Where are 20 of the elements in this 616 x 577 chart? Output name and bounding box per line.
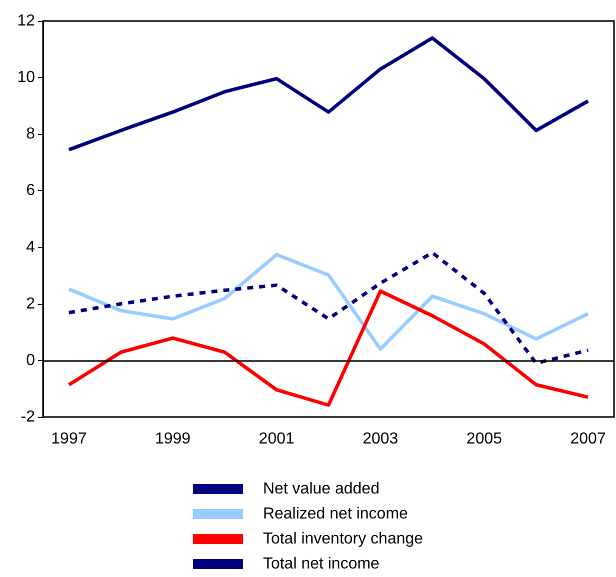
y-tick-label: 8 (26, 126, 36, 143)
legend-label: Total net income (262, 556, 380, 572)
x-tick-label: 2007 (570, 430, 606, 448)
x-tick-label: 1997 (51, 430, 87, 448)
x-tick-label: 2001 (258, 430, 294, 448)
x-tick-label: 2005 (466, 430, 502, 448)
line-series (67, 36, 590, 152)
legend-label: Total inventory change (262, 530, 424, 548)
x-tick-label: 1999 (154, 430, 191, 448)
y-tick-label: 0 (26, 352, 36, 369)
y-tick-label: 4 (26, 238, 36, 256)
y-tick-label: 2 (26, 295, 36, 312)
y-tick-label: 6 (26, 182, 36, 200)
y-tick-label: 12 (17, 12, 36, 30)
y-tick-label: -2 (20, 408, 36, 426)
y-tick-label: 10 (17, 69, 36, 86)
legend-label: Net value added (262, 480, 380, 498)
x-tick-label: 2003 (362, 430, 398, 448)
legend-label: Realized net income (262, 506, 408, 522)
line-series (67, 289, 590, 407)
